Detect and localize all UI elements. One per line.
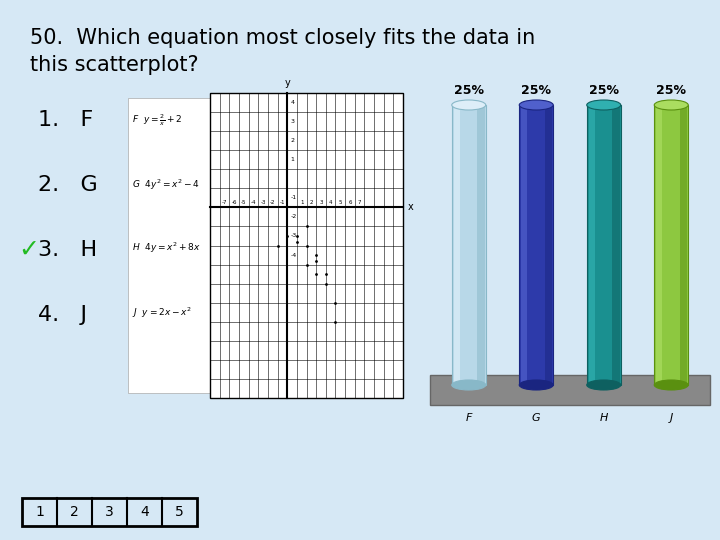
Text: 4: 4: [140, 505, 149, 519]
Text: 2.   G: 2. G: [38, 175, 98, 195]
Bar: [430, 375, 710, 405]
Ellipse shape: [654, 380, 688, 390]
Text: -4: -4: [290, 253, 297, 258]
Bar: [477, 107, 485, 383]
Text: 4: 4: [290, 100, 294, 105]
Text: J: J: [670, 413, 673, 423]
Text: ✓: ✓: [18, 238, 39, 262]
Bar: [521, 107, 527, 383]
Ellipse shape: [519, 380, 553, 390]
Ellipse shape: [519, 100, 553, 110]
Text: y: y: [284, 78, 290, 88]
Text: -1: -1: [290, 195, 297, 200]
Text: 25%: 25%: [589, 84, 618, 97]
Bar: [128, 98, 210, 393]
Text: -1: -1: [279, 200, 285, 205]
Bar: [22, 498, 197, 526]
Text: 2: 2: [290, 138, 294, 143]
Text: -7: -7: [222, 200, 228, 205]
Text: 5: 5: [338, 200, 342, 205]
Text: -6: -6: [231, 200, 237, 205]
Text: 2: 2: [310, 200, 313, 205]
Text: 5: 5: [175, 505, 184, 519]
Text: 4: 4: [329, 200, 333, 205]
Text: H: H: [600, 413, 608, 423]
Text: F: F: [466, 413, 472, 423]
Text: $G\ \ 4y^2 = x^2 - 4$: $G\ \ 4y^2 = x^2 - 4$: [132, 178, 199, 192]
Text: 1: 1: [290, 157, 294, 162]
Bar: [589, 107, 595, 383]
Text: -3: -3: [261, 200, 266, 205]
Text: 1: 1: [35, 505, 44, 519]
Bar: [656, 107, 662, 383]
Text: this scatterplot?: this scatterplot?: [30, 55, 199, 75]
Text: 3: 3: [290, 119, 294, 124]
Text: -2: -2: [290, 214, 297, 219]
Bar: [451, 105, 486, 385]
Text: 25%: 25%: [454, 84, 484, 97]
Text: 7: 7: [358, 200, 361, 205]
Bar: [680, 107, 687, 383]
Bar: [654, 105, 688, 385]
Text: $J\ \ y = 2x - x^2$: $J\ \ y = 2x - x^2$: [132, 306, 192, 320]
Bar: [210, 93, 403, 398]
Ellipse shape: [587, 380, 621, 390]
Bar: [612, 107, 620, 383]
Text: 3.   H: 3. H: [38, 240, 97, 260]
Bar: [454, 107, 460, 383]
Text: -4: -4: [251, 200, 256, 205]
Text: 25%: 25%: [656, 84, 686, 97]
Text: 50.  Which equation most closely fits the data in: 50. Which equation most closely fits the…: [30, 28, 535, 48]
Text: $H\ \ 4y = x^2 + 8x$: $H\ \ 4y = x^2 + 8x$: [132, 241, 201, 255]
Text: -5: -5: [241, 200, 246, 205]
Text: 4.   J: 4. J: [38, 305, 87, 325]
Text: 3: 3: [319, 200, 323, 205]
Text: x: x: [408, 202, 414, 212]
Bar: [587, 105, 621, 385]
Text: 3: 3: [105, 505, 114, 519]
Bar: [545, 107, 552, 383]
Text: 6: 6: [348, 200, 351, 205]
Text: G: G: [532, 413, 541, 423]
Text: 2: 2: [70, 505, 79, 519]
Text: -2: -2: [270, 200, 276, 205]
Text: 25%: 25%: [521, 84, 552, 97]
Ellipse shape: [587, 100, 621, 110]
Ellipse shape: [654, 100, 688, 110]
Ellipse shape: [451, 100, 486, 110]
Text: $F\ \ y = \frac{2}{x} + 2$: $F\ \ y = \frac{2}{x} + 2$: [132, 112, 182, 127]
Ellipse shape: [451, 380, 486, 390]
Text: 1: 1: [300, 200, 303, 205]
Bar: [519, 105, 553, 385]
Text: 1.   F: 1. F: [38, 110, 94, 130]
Text: -3: -3: [290, 233, 297, 239]
